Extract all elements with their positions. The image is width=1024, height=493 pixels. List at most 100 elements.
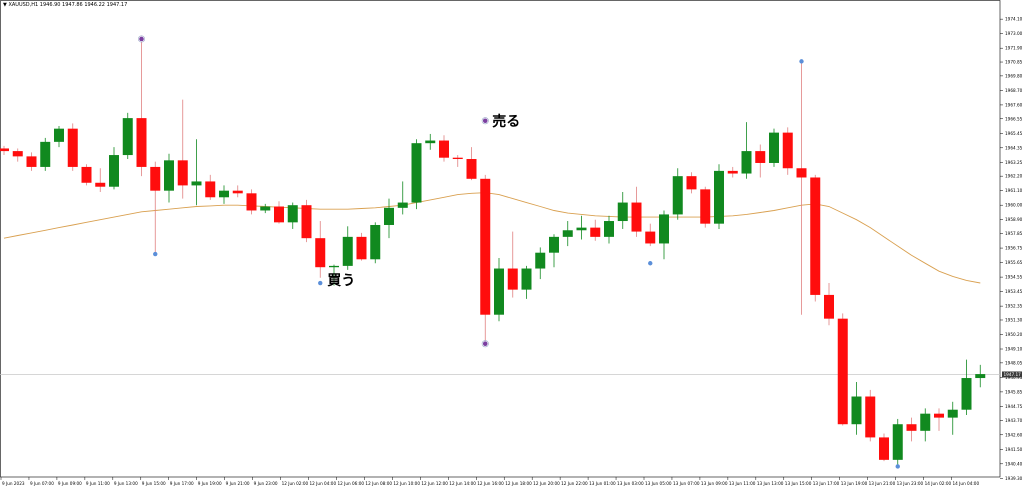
bull-candle bbox=[425, 133, 436, 150]
y-tick-label: 1944.75 bbox=[1005, 404, 1023, 409]
bear-candle bbox=[727, 166, 738, 178]
candle-body bbox=[769, 132, 779, 163]
bear-candle bbox=[782, 127, 793, 175]
x-tick-label: 12 Jun 12:00 bbox=[421, 481, 448, 486]
x-tick-label: 13 Jun 23:00 bbox=[897, 481, 924, 486]
x-tick-label: 12 Jun 20:00 bbox=[533, 481, 560, 486]
candle-body bbox=[672, 176, 683, 215]
y-tick-label: 1967.60 bbox=[1005, 102, 1023, 107]
candle-body bbox=[975, 374, 986, 379]
candle-body bbox=[604, 221, 614, 237]
symbol-label: XAUUSD,H1 bbox=[8, 2, 39, 8]
bull-candle bbox=[672, 168, 683, 220]
x-tick-label: 13 Jun 19:00 bbox=[841, 481, 868, 486]
bull-candle bbox=[384, 198, 394, 239]
bear-candle bbox=[136, 38, 147, 177]
bear-candle bbox=[12, 148, 23, 162]
buy-marker bbox=[648, 261, 653, 266]
y-tick-label: 1970.85 bbox=[1005, 60, 1023, 65]
candle-body bbox=[686, 176, 697, 190]
y-tick-label: 1963.25 bbox=[1005, 160, 1023, 165]
candle-body bbox=[219, 190, 229, 198]
y-tick-label: 1945.85 bbox=[1005, 389, 1023, 394]
bull-candle bbox=[219, 185, 229, 204]
signal-markers: 買う 売る bbox=[138, 35, 900, 469]
bull-candle bbox=[329, 264, 339, 286]
ohlc-readout: 1946.90 1947.86 1946.22 1947.17 bbox=[39, 2, 128, 8]
bear-candle bbox=[439, 135, 449, 162]
candle-body bbox=[879, 437, 889, 460]
x-tick-label: 14 Jun 02:00 bbox=[925, 481, 952, 486]
candle-body bbox=[122, 118, 133, 156]
bull-candle bbox=[260, 203, 271, 214]
bull-candle bbox=[397, 181, 408, 215]
y-tick-label: 1949.10 bbox=[1005, 347, 1023, 352]
y-tick-label: 1973.00 bbox=[1005, 31, 1023, 36]
candle-body bbox=[576, 227, 587, 231]
sell-marker-dot bbox=[482, 118, 488, 124]
x-tick-label: 9 Jun 23:00 bbox=[254, 481, 278, 486]
y-tick-label: 1966.55 bbox=[1005, 116, 1023, 121]
bear-candle bbox=[0, 145, 9, 156]
buy-marker bbox=[895, 464, 900, 469]
candle-body bbox=[109, 155, 119, 187]
bull-candle bbox=[109, 147, 119, 190]
bear-candle bbox=[95, 168, 106, 192]
x-tick-label: 13 Jun 17:00 bbox=[813, 481, 840, 486]
bull-candle bbox=[961, 359, 972, 415]
bull-candle bbox=[741, 122, 752, 179]
candle-body bbox=[315, 238, 326, 268]
current-price-label: 1947.17 bbox=[1004, 372, 1022, 377]
candle-body bbox=[851, 396, 862, 425]
buy-marker bbox=[799, 59, 804, 64]
candle-body bbox=[562, 230, 573, 237]
y-tick-label: 1953.45 bbox=[1005, 289, 1023, 294]
bull-candle bbox=[576, 215, 587, 240]
bull-candle bbox=[851, 382, 862, 435]
bear-candle bbox=[315, 221, 326, 278]
y-tick-label: 1943.70 bbox=[1005, 418, 1023, 423]
x-tick-label: 9 Jun 07:00 bbox=[30, 481, 54, 486]
candle-body bbox=[425, 140, 436, 144]
y-tick-label: 1958.90 bbox=[1005, 217, 1023, 222]
x-tick-label: 13 Jun 15:00 bbox=[785, 481, 812, 486]
x-tick-label: 13 Jun 21:00 bbox=[869, 481, 896, 486]
candle-body bbox=[507, 268, 518, 290]
candle-body bbox=[26, 156, 37, 167]
bear-candle bbox=[274, 201, 284, 224]
candle-body bbox=[494, 268, 504, 315]
y-tick-label: 1940.40 bbox=[1005, 461, 1023, 466]
candle-body bbox=[136, 118, 147, 167]
candle-body bbox=[246, 193, 257, 211]
bull-candle bbox=[549, 234, 559, 268]
y-tick-label: 1954.55 bbox=[1005, 275, 1023, 280]
candle-body bbox=[67, 128, 78, 167]
y-tick-label: 1939.30 bbox=[1005, 476, 1023, 481]
x-tick-label: 12 Jun 10:00 bbox=[393, 481, 420, 486]
candle-body bbox=[274, 206, 284, 223]
candle-body bbox=[329, 265, 339, 268]
x-tick-label: 9 Jun 2023 bbox=[2, 481, 25, 486]
x-tick-label: 9 Jun 11:00 bbox=[86, 481, 110, 486]
bear-candle bbox=[645, 223, 656, 247]
bull-candle bbox=[54, 126, 64, 148]
x-tick-label: 14 Jun 04:00 bbox=[953, 481, 980, 486]
collapse-arrow-icon[interactable]: ▼ bbox=[3, 2, 7, 8]
buy-marker bbox=[318, 280, 323, 286]
y-tick-label: 1969.80 bbox=[1005, 73, 1023, 78]
y-tick-label: 1951.30 bbox=[1005, 317, 1023, 322]
candle-body bbox=[81, 166, 92, 183]
bear-candle bbox=[934, 408, 944, 431]
plot-frame bbox=[0, 0, 1001, 478]
x-tick-label: 12 Jun 18:00 bbox=[505, 481, 532, 486]
bear-candle bbox=[796, 61, 807, 315]
bull-candle bbox=[714, 164, 724, 229]
candle-body bbox=[782, 132, 793, 169]
bear-candle bbox=[686, 172, 697, 194]
bull-candle bbox=[40, 137, 51, 171]
bear-candle bbox=[700, 186, 711, 228]
x-tick-label: 9 Jun 15:00 bbox=[142, 481, 166, 486]
x-tick-label: 9 Jun 17:00 bbox=[170, 481, 194, 486]
bull-candle bbox=[562, 221, 573, 247]
